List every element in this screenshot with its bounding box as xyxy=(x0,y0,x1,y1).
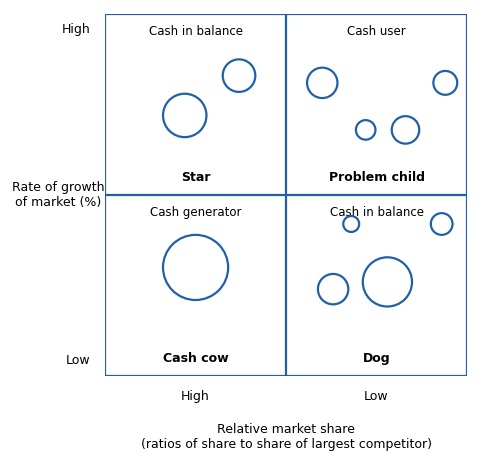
Text: Low: Low xyxy=(364,391,388,403)
Text: Cash in balance: Cash in balance xyxy=(148,25,242,38)
Text: High: High xyxy=(181,391,209,403)
Text: Star: Star xyxy=(181,171,210,184)
Text: Dog: Dog xyxy=(362,352,389,365)
Text: Cash user: Cash user xyxy=(346,25,405,38)
Text: Rate of growth
of market (%): Rate of growth of market (%) xyxy=(12,181,104,209)
Text: Cash generator: Cash generator xyxy=(149,206,241,219)
Text: Problem child: Problem child xyxy=(328,171,424,184)
Text: Low: Low xyxy=(66,354,90,367)
Text: Cash in balance: Cash in balance xyxy=(329,206,423,219)
Text: High: High xyxy=(62,23,90,36)
Text: Relative market share
(ratios of share to share of largest competitor): Relative market share (ratios of share t… xyxy=(140,423,431,451)
Text: Cash cow: Cash cow xyxy=(163,352,228,365)
